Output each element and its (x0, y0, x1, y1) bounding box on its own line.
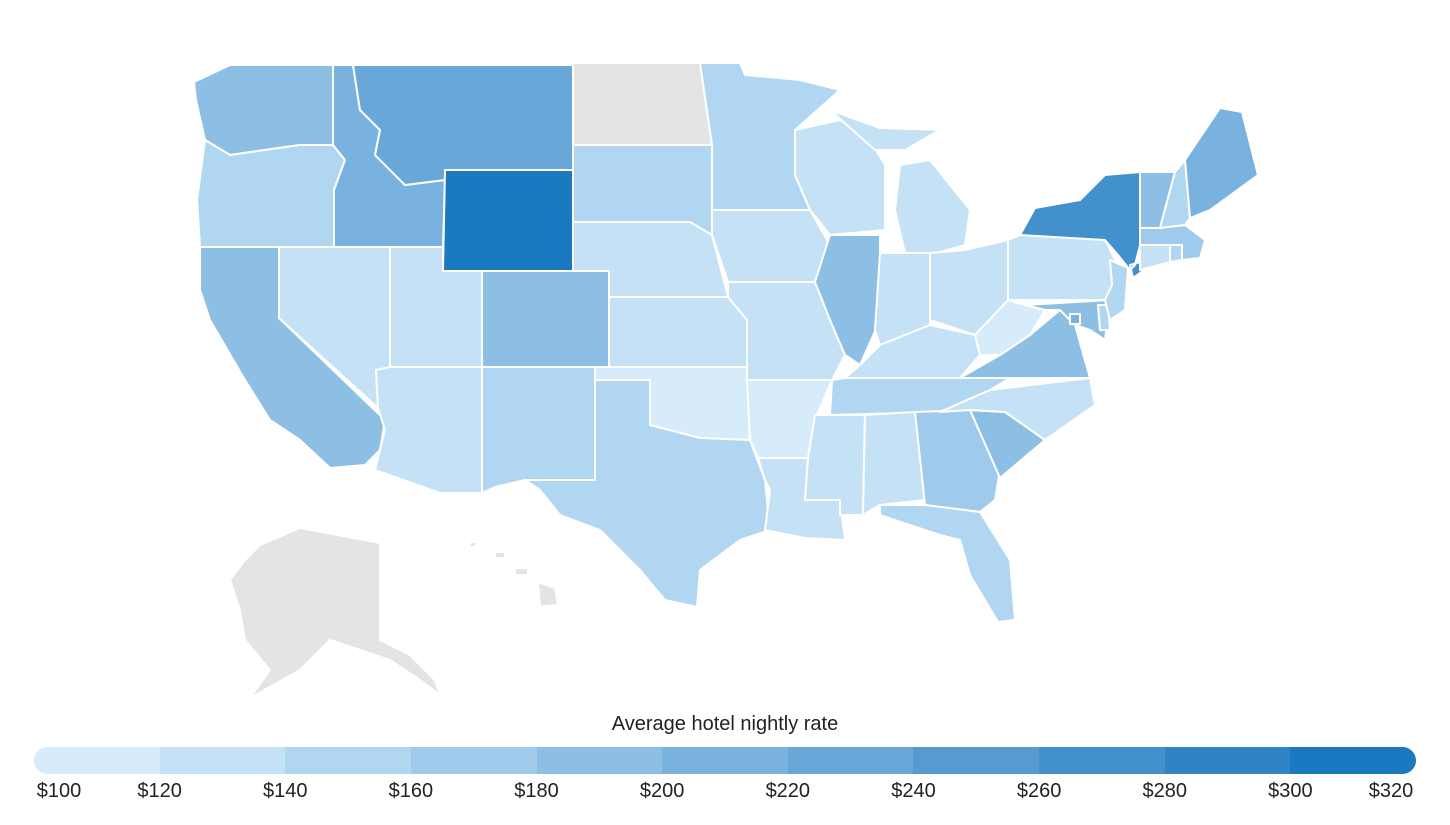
legend-swatch (34, 747, 160, 774)
state-new-mexico[interactable] (481, 366, 596, 494)
legend-tick-label: $320 (1368, 780, 1414, 802)
legend-swatch (1164, 747, 1291, 774)
legend-swatch (410, 747, 537, 774)
state-kansas[interactable] (608, 296, 748, 368)
state-maine[interactable] (1184, 107, 1259, 219)
state-colorado[interactable] (481, 270, 610, 368)
legend-swatch (662, 747, 788, 774)
legend-tick-label: $200 (639, 780, 685, 802)
state-arizona[interactable] (374, 366, 483, 494)
legend-tick-label: $280 (1142, 780, 1187, 802)
state-wyoming[interactable] (442, 169, 574, 272)
legend-tick-label: $240 (891, 780, 936, 802)
state-alabama[interactable] (862, 411, 926, 516)
legend-tick-label: $220 (765, 780, 811, 802)
state-pennsylvania[interactable] (1007, 234, 1119, 301)
state-connecticut[interactable] (1139, 244, 1171, 271)
state-illinois[interactable] (814, 234, 881, 366)
legend-swatch (1290, 747, 1416, 774)
legend-color-scale (34, 747, 1416, 774)
legend-tick-label: $100 (36, 780, 82, 802)
state-north-dakota[interactable] (572, 62, 713, 146)
state-massachusetts[interactable] (1139, 224, 1206, 261)
state-florida[interactable] (879, 504, 1016, 623)
state-dc[interactable] (1069, 313, 1081, 325)
state-montana[interactable] (352, 64, 574, 186)
state-michigan[interactable] (829, 109, 971, 256)
legend-tick-label: $180 (514, 780, 559, 802)
state-texas[interactable] (524, 379, 771, 608)
state-mississippi[interactable] (804, 414, 866, 516)
legend-swatch (1039, 747, 1165, 774)
state-north-carolina[interactable] (939, 377, 1096, 441)
legend-tick-label: $120 (137, 780, 182, 802)
state-alaska[interactable] (229, 527, 441, 699)
legend-swatch (159, 747, 286, 774)
legend-swatch (913, 747, 1040, 774)
legend-tick-label: $140 (263, 780, 308, 802)
state-rhode-island[interactable] (1169, 244, 1183, 263)
legend-swatch (536, 747, 663, 774)
us-choropleth-map (193, 62, 1259, 699)
legend-swatch (285, 747, 411, 774)
legend-swatch (787, 747, 914, 774)
legend-tick-label: $300 (1268, 780, 1313, 802)
legend-tick-label: $160 (388, 780, 434, 802)
state-hawaii[interactable] (469, 541, 559, 608)
state-new-hampshire[interactable] (1159, 159, 1191, 229)
legend-title: Average hotel nightly rate (611, 713, 839, 735)
state-oregon[interactable] (196, 139, 346, 248)
legend-tick-label: $260 (1016, 780, 1062, 802)
state-washington[interactable] (193, 64, 334, 156)
state-iowa[interactable] (711, 209, 831, 283)
